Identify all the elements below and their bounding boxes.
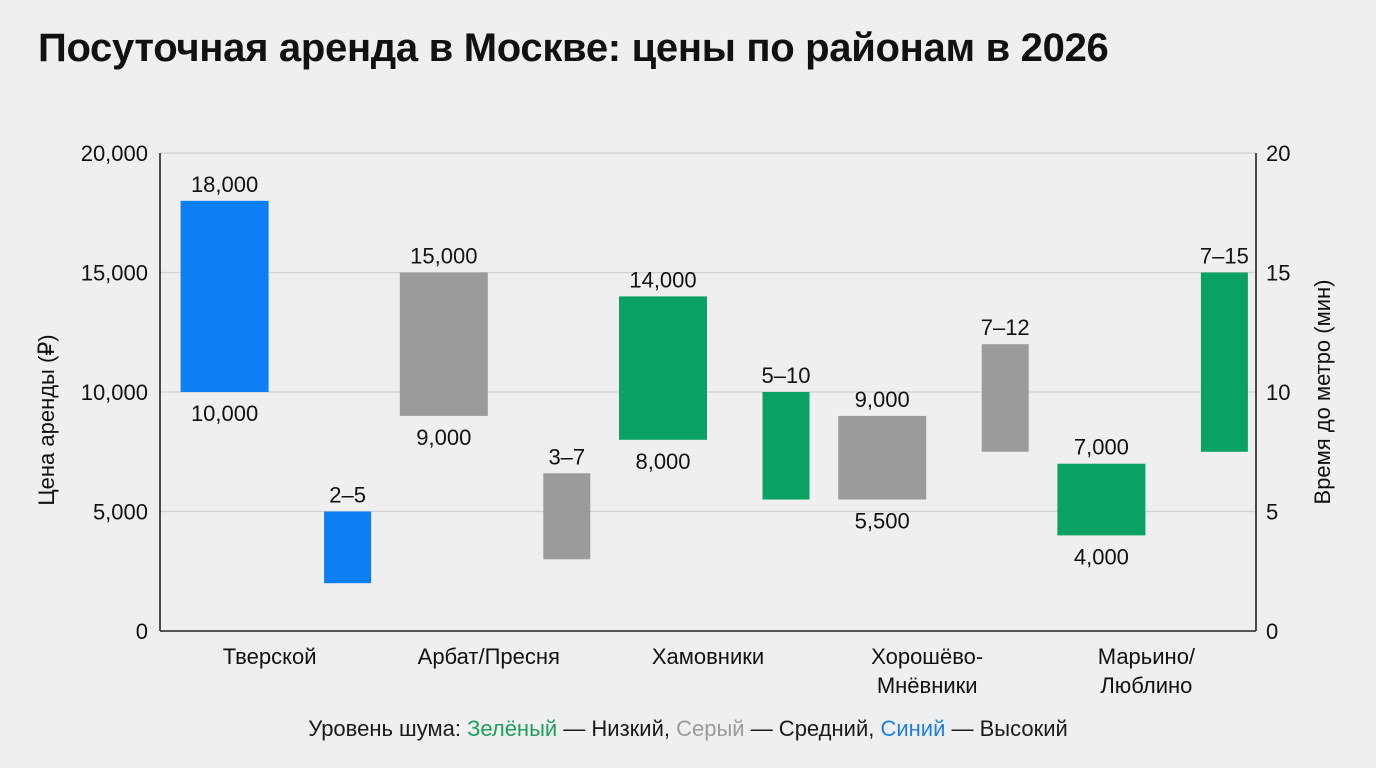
x-category-label-line: Тверской bbox=[223, 644, 317, 669]
price-low-label: 9,000 bbox=[416, 425, 471, 450]
price-high-label: 9,000 bbox=[855, 387, 910, 412]
x-category-label: Хорошёво- Мнёвники bbox=[871, 644, 983, 698]
legend-prefix: Уровень шума: bbox=[308, 716, 468, 741]
y-left-tick-label: 0 bbox=[136, 619, 148, 644]
metro-time-range-bar bbox=[1200, 272, 1248, 452]
legend-high-label: Синий bbox=[880, 716, 946, 741]
axes bbox=[159, 153, 1257, 632]
price-low-label: 4,000 bbox=[1074, 544, 1129, 569]
x-category-label-line: Марьино/ bbox=[1098, 644, 1196, 669]
y-right-tick-label: 20 bbox=[1266, 141, 1290, 166]
labels: 0 5,000 10,000 15,000 20,000 0 5 10 15 20 Цена аре… bbox=[34, 141, 1335, 698]
bars bbox=[180, 200, 1248, 584]
y-right-tick-label: 15 bbox=[1266, 261, 1290, 286]
price-low-label: 5,500 bbox=[855, 509, 910, 534]
noise-legend: Уровень шума: Зелёный — Низкий, Серый — … bbox=[0, 716, 1376, 742]
y-right-tick-label: 10 bbox=[1266, 380, 1290, 405]
metro-time-label: 5–10 bbox=[762, 363, 811, 388]
x-category-label: Хамовники bbox=[652, 644, 764, 669]
x-category-label: Арбат/Пресня bbox=[418, 644, 560, 669]
metro-time-label: 3–7 bbox=[548, 444, 585, 469]
price-range-bar bbox=[399, 272, 488, 416]
price-range-bar bbox=[180, 200, 269, 392]
x-category-label: Тверской bbox=[223, 644, 317, 669]
y-left-tick-label: 10,000 bbox=[81, 380, 148, 405]
price-high-label: 7,000 bbox=[1074, 435, 1129, 460]
price-high-label: 15,000 bbox=[410, 244, 477, 269]
chart-title: Посуточная аренда в Москве: цены по райо… bbox=[38, 26, 1109, 70]
x-category-label-line: Люблино bbox=[1100, 673, 1192, 698]
metro-time-range-bar bbox=[762, 392, 810, 500]
y-left-tick-label: 15,000 bbox=[81, 261, 148, 286]
y-left-axis-label: Цена аренды (₽) bbox=[34, 334, 59, 505]
price-low-label: 10,000 bbox=[191, 401, 258, 426]
metro-time-label: 2–5 bbox=[329, 483, 366, 508]
legend-low-desc: — Низкий, bbox=[557, 716, 677, 741]
price-range-bar bbox=[619, 296, 707, 440]
x-category-label: Марьино/Люблино bbox=[1098, 644, 1196, 698]
price-low-label: 8,000 bbox=[635, 449, 690, 474]
metro-time-range-bar bbox=[324, 511, 372, 584]
price-range-bar bbox=[838, 415, 927, 500]
y-right-tick-label: 0 bbox=[1266, 619, 1278, 644]
x-category-label-line: Хорошёво- bbox=[871, 644, 983, 669]
metro-time-range-bar bbox=[981, 344, 1029, 452]
metro-time-range-bar bbox=[543, 473, 591, 560]
price-high-label: 18,000 bbox=[191, 172, 258, 197]
legend-medium-label: Серый bbox=[676, 716, 745, 741]
metro-time-label: 7–15 bbox=[1200, 244, 1249, 269]
legend-low-label: Зелёный bbox=[467, 716, 558, 741]
y-right-axis-label: Время до метро (мин) bbox=[1310, 280, 1335, 505]
legend-high-desc: — Высокий bbox=[945, 716, 1068, 741]
y-left-tick-label: 5,000 bbox=[93, 500, 148, 525]
x-category-label-line: Арбат/Пресня bbox=[418, 644, 560, 669]
legend-medium-desc: — Средний, bbox=[744, 716, 881, 741]
x-category-label-line: Хамовники bbox=[652, 644, 764, 669]
metro-time-label: 7–12 bbox=[981, 315, 1030, 340]
price-high-label: 14,000 bbox=[629, 267, 696, 292]
x-category-label-line: Мнёвники bbox=[877, 673, 978, 698]
y-right-tick-label: 5 bbox=[1266, 500, 1278, 525]
y-left-tick-label: 20,000 bbox=[81, 141, 148, 166]
price-range-bar bbox=[1057, 463, 1146, 536]
